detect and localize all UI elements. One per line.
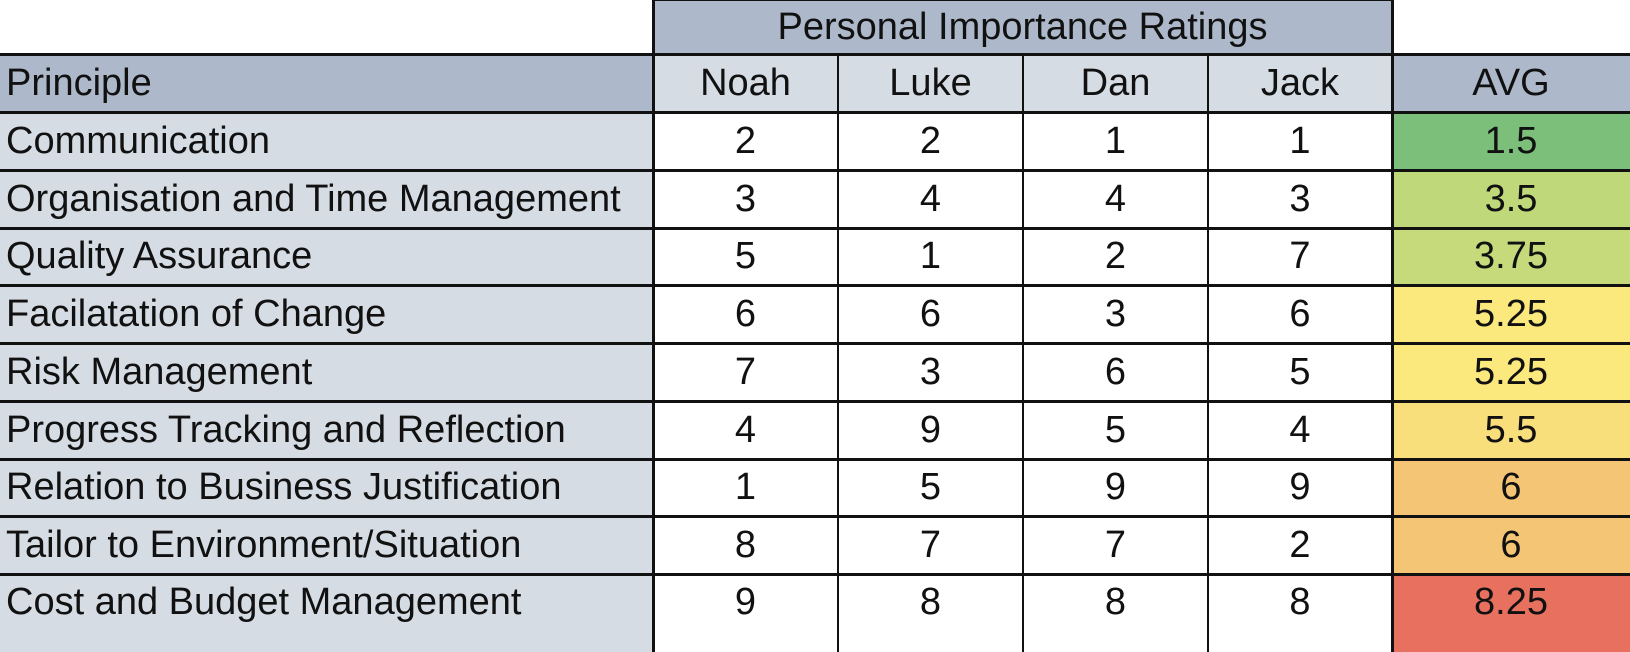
column-header-luke: Luke <box>838 54 1023 112</box>
rating-cell: 6 <box>838 285 1023 343</box>
principle-label: Facilatation of Change <box>0 285 653 343</box>
grid-line-v <box>1207 54 1209 652</box>
avg-cell: 3.5 <box>1392 170 1630 228</box>
rating-cell: 1 <box>1208 112 1392 170</box>
avg-cell: 5.5 <box>1392 401 1630 459</box>
grid-line-h <box>0 53 1630 56</box>
grid-line-v <box>1391 0 1394 652</box>
avg-cell: 6 <box>1392 459 1630 516</box>
rating-cell: 8 <box>1023 574 1208 652</box>
avg-cell: 6 <box>1392 516 1630 574</box>
rating-cell: 4 <box>838 170 1023 228</box>
principle-label: Cost and Budget Management <box>0 574 653 652</box>
principle-label: Quality Assurance <box>0 228 653 285</box>
rating-cell: 6 <box>1208 285 1392 343</box>
grid-line-h <box>0 573 1630 576</box>
avg-cell: 3.75 <box>1392 228 1630 285</box>
rating-cell: 3 <box>1208 170 1392 228</box>
avg-header: AVG <box>1392 54 1630 112</box>
rating-cell: 4 <box>1023 170 1208 228</box>
rating-cell: 1 <box>838 228 1023 285</box>
rating-cell: 3 <box>1023 285 1208 343</box>
rating-cell: 5 <box>838 459 1023 516</box>
grid-line-h <box>0 227 1630 230</box>
column-header-noah: Noah <box>653 54 838 112</box>
avg-cell: 5.25 <box>1392 285 1630 343</box>
rating-cell: 7 <box>1208 228 1392 285</box>
grid-line-h <box>0 284 1630 287</box>
principle-label: Risk Management <box>0 343 653 401</box>
rating-cell: 8 <box>838 574 1023 652</box>
grid-line-h <box>0 169 1630 172</box>
rating-cell: 9 <box>1208 459 1392 516</box>
grid-line-top-title <box>653 0 1394 1</box>
rating-cell: 4 <box>1208 401 1392 459</box>
avg-cell: 5.25 <box>1392 343 1630 401</box>
principle-label: Communication <box>0 112 653 170</box>
column-header-dan: Dan <box>1023 54 1208 112</box>
rating-cell: 2 <box>1023 228 1208 285</box>
rating-cell: 2 <box>653 112 838 170</box>
grid-line-h <box>0 111 1630 114</box>
rating-cell: 7 <box>838 516 1023 574</box>
avg-cell: 1.5 <box>1392 112 1630 170</box>
rating-cell: 9 <box>653 574 838 652</box>
table-title: Personal Importance Ratings <box>653 0 1392 54</box>
avg-cell: 8.25 <box>1392 574 1630 652</box>
grid-line-h <box>0 342 1630 345</box>
rating-cell: 5 <box>1023 401 1208 459</box>
grid-line-h <box>0 515 1630 518</box>
rating-cell: 9 <box>1023 459 1208 516</box>
grid-line-h <box>0 400 1630 403</box>
principle-label: Relation to Business Justification <box>0 459 653 516</box>
rating-cell: 5 <box>1208 343 1392 401</box>
rating-cell: 7 <box>1023 516 1208 574</box>
rating-cell: 4 <box>653 401 838 459</box>
rating-cell: 6 <box>1023 343 1208 401</box>
rating-cell: 5 <box>653 228 838 285</box>
principle-header: Principle <box>0 54 653 112</box>
principle-label: Tailor to Environment/Situation <box>0 516 653 574</box>
grid-line-h <box>0 458 1630 461</box>
rating-cell: 9 <box>838 401 1023 459</box>
grid-line-v <box>1022 54 1024 652</box>
rating-cell: 7 <box>653 343 838 401</box>
rating-cell: 1 <box>653 459 838 516</box>
rating-cell: 6 <box>653 285 838 343</box>
rating-cell: 8 <box>653 516 838 574</box>
rating-cell: 3 <box>838 343 1023 401</box>
rating-cell: 3 <box>653 170 838 228</box>
principle-label: Progress Tracking and Reflection <box>0 401 653 459</box>
rating-cell: 1 <box>1023 112 1208 170</box>
column-header-jack: Jack <box>1208 54 1392 112</box>
principle-label: Organisation and Time Management <box>0 170 653 228</box>
rating-cell: 8 <box>1208 574 1392 652</box>
grid-line-v <box>652 0 655 652</box>
grid-line-v <box>837 54 839 652</box>
rating-cell: 2 <box>1208 516 1392 574</box>
rating-cell: 2 <box>838 112 1023 170</box>
